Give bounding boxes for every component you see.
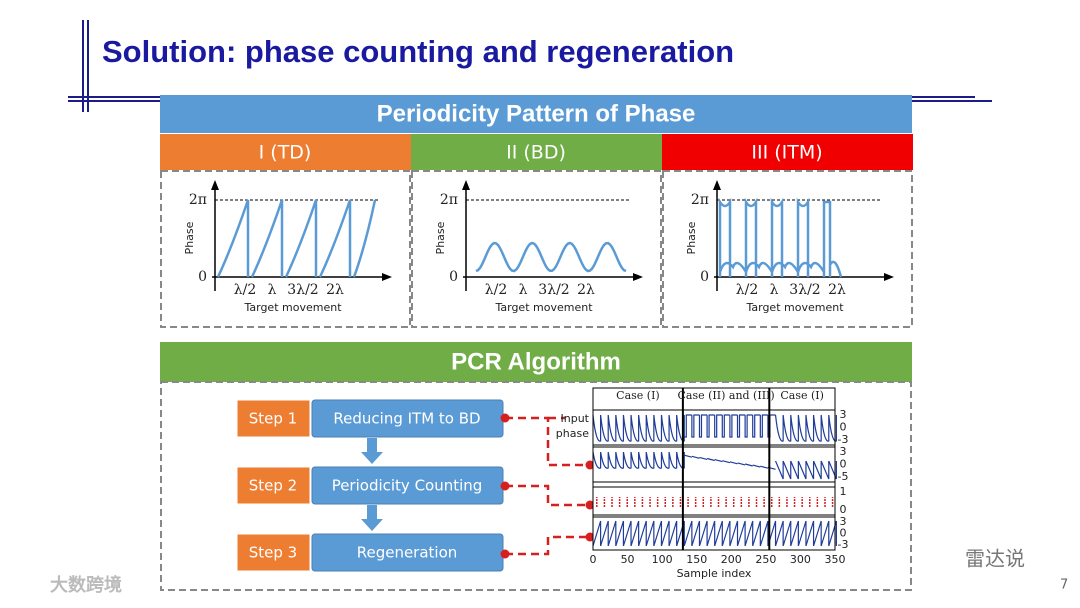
right-tick-label: 1: [840, 485, 847, 498]
plot-row: [592, 446, 836, 483]
x-tick-label: 3λ/2: [538, 282, 569, 298]
x-axis-label: Target movement: [745, 301, 844, 314]
section-title: PCR Algorithm: [451, 348, 621, 375]
x-tick-label: λ: [519, 282, 528, 298]
x-tick-label: λ: [268, 282, 277, 298]
step-badge: [236, 466, 311, 505]
right-tick-label: 0: [840, 503, 847, 516]
section-title: Periodicity Pattern of Phase: [377, 100, 696, 127]
step-text: Periodicity Counting: [332, 477, 483, 495]
y-tick-label: 0: [449, 269, 458, 285]
panel-label: III (ITM): [751, 142, 822, 164]
y-tick-label: 2π: [691, 192, 709, 208]
x-axis-label: Sample index: [677, 567, 752, 580]
x-tick-label: 50: [621, 553, 635, 566]
x-tick-label: 2λ: [326, 282, 344, 298]
x-tick-label: 3λ/2: [287, 282, 318, 298]
connector-dot: [585, 500, 595, 510]
watermark: 大数跨境: [50, 574, 122, 596]
x-tick-label: λ: [770, 282, 779, 298]
panel-label-bg: [662, 134, 913, 170]
right-tick-label: 3: [840, 408, 847, 421]
down-arrow: [361, 438, 383, 464]
step-number: Step 2: [249, 477, 297, 495]
y-tick-label: 2π: [189, 192, 207, 208]
y-tick-label: 2π: [440, 192, 458, 208]
x-axis-label: Target movement: [243, 301, 342, 314]
panel-label: II (BD): [506, 142, 566, 164]
panel-box: [411, 170, 662, 328]
connector-dot: [585, 532, 595, 542]
y-axis-label: Phase: [434, 221, 447, 254]
slide-title: Solution: phase counting and regeneratio…: [102, 34, 734, 69]
step-text: Reducing ITM to BD: [333, 410, 480, 428]
page-number: 7: [1060, 578, 1068, 593]
x-tick-label: λ/2: [234, 282, 257, 298]
signal: [596, 497, 834, 507]
x-tick-label: 350: [825, 553, 846, 566]
section-header: [160, 95, 912, 133]
watermark: 雷达说: [965, 547, 1025, 571]
right-tick-label: -5: [838, 470, 849, 483]
case-label: Case (II) and (III): [677, 389, 774, 402]
signal: [592, 414, 837, 442]
case-frame: [592, 387, 836, 551]
x-tick-label: 0: [590, 553, 597, 566]
arrow: [462, 180, 643, 281]
signal: [592, 520, 837, 547]
panel-box: [160, 170, 411, 328]
right-tick-label: 0: [840, 458, 847, 471]
phase-curve: [216, 199, 377, 278]
right-tick-label: 3: [840, 445, 847, 458]
row-label: phase: [556, 427, 589, 440]
pcr-box: [160, 381, 912, 591]
x-tick-label: λ/2: [736, 282, 759, 298]
x-tick-label: 200: [721, 553, 742, 566]
connector: [505, 484, 590, 507]
step-text: Regeneration: [357, 544, 458, 562]
row-label: Input: [561, 412, 590, 425]
panel-label: I (TD): [259, 142, 312, 164]
panel-label-bg: [411, 134, 662, 170]
step-badge: [236, 399, 311, 438]
x-tick-label: 2λ: [828, 282, 846, 298]
x-tick-label: 150: [686, 553, 707, 566]
y-tick-label: 0: [700, 269, 709, 285]
connector-dot: [585, 460, 595, 470]
step-number: Step 3: [249, 544, 297, 562]
x-axis-label: Target movement: [494, 301, 593, 314]
y-axis-label: Phase: [183, 221, 196, 254]
right-tick-label: 0: [840, 527, 847, 540]
case-label: Case (I): [780, 389, 824, 402]
phase-curve: [475, 241, 627, 273]
step-badge: [236, 533, 311, 572]
signal: [592, 451, 837, 480]
step-number: Step 1: [249, 410, 297, 428]
right-tick-label: 3: [840, 515, 847, 528]
x-tick-label: 300: [790, 553, 811, 566]
right-tick-label: -3: [838, 433, 849, 446]
x-tick-label: 3λ/2: [789, 282, 820, 298]
panel-label-bg: [160, 134, 411, 170]
plot-row: [592, 486, 836, 516]
right-tick-label: -3: [838, 538, 849, 551]
x-tick-label: 2λ: [577, 282, 595, 298]
y-axis-label: Phase: [685, 221, 698, 254]
phase-curve: [718, 197, 843, 278]
down-arrow: [361, 505, 383, 531]
y-tick-label: 0: [198, 269, 207, 285]
case-label: Case (I): [616, 389, 660, 402]
x-tick-label: λ/2: [485, 282, 508, 298]
connector: [505, 535, 590, 556]
right-tick-label: 0: [840, 421, 847, 434]
x-tick-label: 250: [755, 553, 776, 566]
connector: [505, 416, 590, 467]
section-header: [160, 342, 912, 382]
panel-box: [662, 170, 913, 328]
x-tick-label: 100: [652, 553, 673, 566]
